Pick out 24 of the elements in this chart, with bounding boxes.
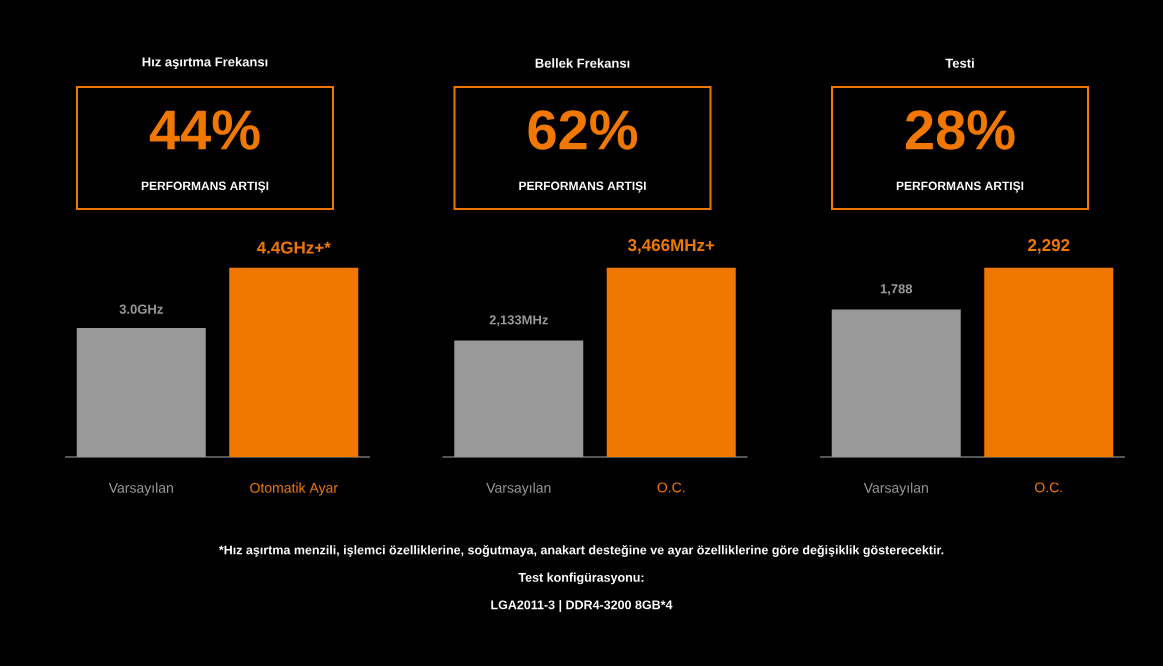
data-label: 3,466MHz+: [627, 239, 715, 254]
x-tick-label: Otomatik Ayar: [250, 482, 338, 496]
x-tick-label: O.C.: [657, 482, 685, 493]
text: 28%: [905, 110, 1015, 150]
data-label: 3.0GHz: [119, 304, 163, 314]
x-tick-label: O.C.: [1035, 482, 1062, 493]
text: PERFORMANS ARTIŞI: [896, 181, 1024, 193]
x-tick-label: Varsayılan: [486, 482, 551, 496]
text: LGA2011-3 | DDR4-3200 8GB*4: [491, 600, 673, 612]
chart-title: Bellek Frekansı: [535, 58, 630, 68]
x-tick-label: Varsayılan: [863, 482, 928, 496]
data-label: 2,292: [1028, 239, 1070, 254]
text: Test konfigürasyonu:: [518, 572, 644, 585]
text: PERFORMANS ARTIŞI: [519, 181, 646, 193]
text: *Hız aşırtma menzili, işlemci özelliklerine, soğutmaya, anakart desteğine ve ayar özelliklerine göre değişiklik gösterecektir.: [218, 545, 944, 557]
data-label: 1,788: [880, 284, 913, 296]
x-tick-label: Varsayılan: [108, 482, 173, 496]
data-label: 4.4GHz+*: [256, 241, 331, 254]
text: PERFORMANS ARTIŞI: [141, 181, 269, 193]
data-label: 2,133MHz: [489, 315, 548, 327]
chart-title: Testi: [945, 58, 974, 68]
chart-title: Hız aşırtma Frekansı: [142, 56, 268, 70]
text: 62%: [528, 110, 638, 150]
text: 44%: [149, 110, 260, 150]
